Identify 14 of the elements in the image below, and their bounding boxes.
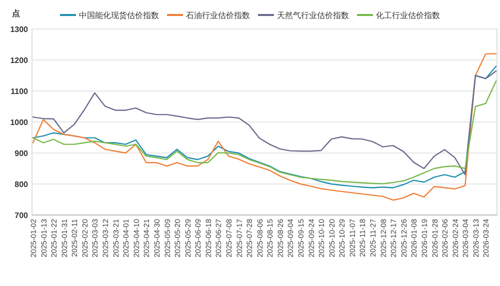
y-tick-label: 1300 [10,25,29,34]
legend-label: 中国能化现货估价指数 [79,11,159,20]
line-series [32,53,497,201]
legend-label: 化工行业估价指数 [376,11,440,20]
legend-label: 石油行业估价指数 [186,11,250,20]
y-tick-label: 1000 [10,118,29,127]
y-tick-label: 1200 [10,56,29,65]
line-series [32,80,497,184]
legend-label: 天然气行业估价指数 [277,11,349,20]
y-axis-title: 点 [12,9,20,18]
y-tick-label: 900 [14,149,29,158]
y-tick-label: 1100 [10,87,29,96]
y-tick-label: 700 [14,211,29,220]
y-tick-label: 800 [14,180,29,189]
